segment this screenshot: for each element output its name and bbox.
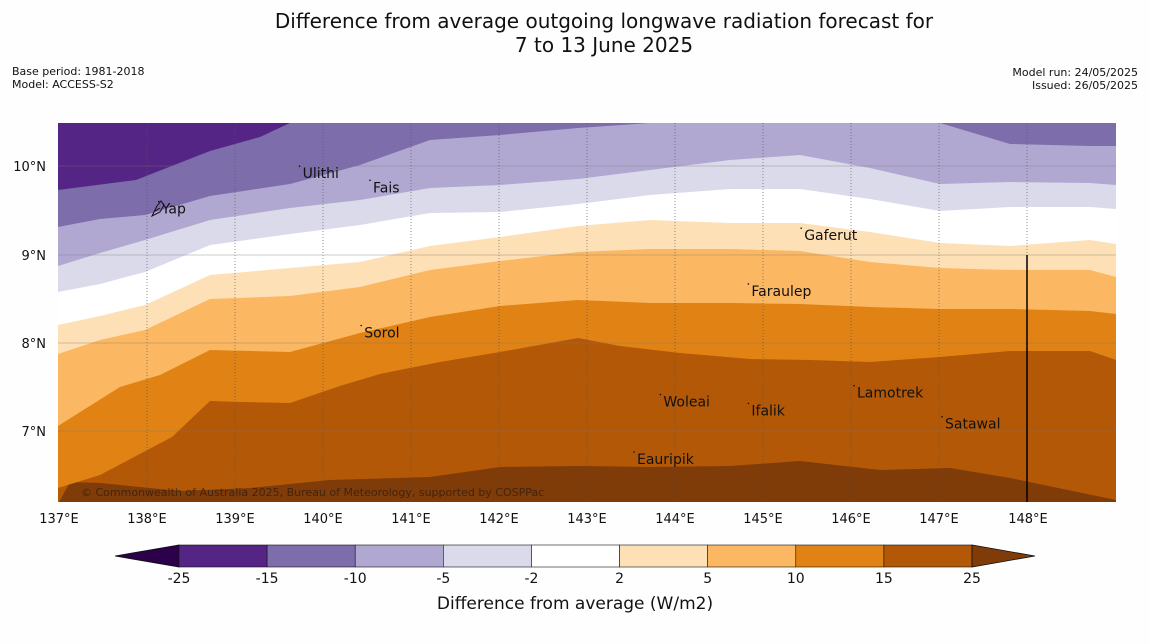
lon-tick-label: 145°E	[743, 512, 783, 527]
place-label-faraulep: Faraulep	[751, 284, 811, 300]
lat-tick-label: 7°N	[22, 425, 47, 440]
colorbar-segment	[619, 544, 708, 568]
colorbar-segment	[266, 544, 356, 568]
lon-tick-label: 140°E	[303, 512, 343, 527]
yap-island-outline	[150, 200, 165, 218]
place-marker	[369, 179, 371, 182]
place-label-fais: Fais	[373, 180, 400, 196]
place-label-eauripik: Eauripik	[637, 452, 695, 468]
lat-tick-label: 8°N	[22, 337, 47, 352]
place-marker	[747, 402, 750, 405]
lon-tick-label: 144°E	[655, 512, 695, 527]
lon-tick-label: 148°E	[1008, 512, 1048, 527]
place-label-woleai: Woleai	[663, 395, 710, 411]
lon-tick-label: 138°E	[127, 512, 167, 527]
lon-tick-label: 143°E	[567, 512, 607, 527]
colorbar-segment	[354, 544, 444, 568]
contour-field	[58, 123, 1116, 502]
place-marker	[158, 200, 160, 203]
issued-date: Issued: 26/05/2025	[1031, 79, 1138, 92]
place-label-yap: Yap	[161, 202, 186, 218]
lat-tick-label: 9°N	[22, 249, 47, 264]
place-label-gaferut: Gaferut	[804, 228, 858, 244]
place-label-ulithi: Ulithi	[303, 166, 339, 182]
place-marker	[298, 165, 301, 167]
colorbar-segment	[178, 544, 268, 568]
colorbar-tick-label: -15	[256, 571, 279, 587]
place-label-lamotrek: Lamotrek	[857, 386, 924, 402]
colorbar-tick-label: 10	[787, 571, 805, 587]
colorbar	[114, 544, 1036, 568]
map-title: Difference from average outgoing longwav…	[0, 9, 1150, 57]
colorbar-tick-label: -2	[524, 571, 538, 587]
place-marker	[941, 415, 943, 418]
copyright-text: © Commonwealth of Australia 2025, Bureau…	[81, 486, 544, 499]
place-marker	[853, 384, 855, 387]
colorbar-tick-label: -10	[344, 571, 367, 587]
latitude-tick-labels: 10°N 9°N 8°N 7°N	[13, 160, 46, 440]
band-neg25-neg15	[58, 123, 290, 190]
colorbar-extend-high	[971, 544, 1036, 568]
title-line-1: Difference from average outgoing longwav…	[274, 9, 934, 33]
band-neg15-neg10	[58, 123, 1116, 227]
lon-tick-label: 137°E	[39, 512, 79, 527]
place-labels: Ulithi Fais Yap Gaferut Faraulep Sorol Lamotre…	[158, 165, 1000, 468]
colorbar-segment	[883, 544, 973, 568]
lon-tick-label: 139°E	[215, 512, 255, 527]
base-info: Base period: 1981-2018 Model: ACCESS-S2	[12, 65, 144, 91]
colorbar-tick-label: 5	[703, 571, 712, 587]
colorbar-segment	[531, 544, 620, 568]
colorbar-tick-label: 25	[963, 571, 981, 587]
place-marker	[360, 324, 363, 327]
place-marker	[659, 393, 662, 396]
colorbar-extend-low	[114, 544, 180, 568]
place-marker	[633, 451, 635, 453]
colorbar-segment	[707, 544, 797, 568]
latitude-lines	[58, 165, 1116, 432]
colorbar-tick-label: -5	[436, 571, 450, 587]
lon-tick-label: 141°E	[391, 512, 431, 527]
model-name: Model: ACCESS-S2	[12, 78, 114, 91]
place-label-satawal: Satawal	[945, 417, 1000, 433]
lon-tick-label: 147°E	[919, 512, 959, 527]
lon-tick-label: 142°E	[479, 512, 519, 527]
longitude-tick-labels: 137°E 138°E 139°E 140°E 141°E 142°E 143°…	[39, 512, 1048, 527]
place-marker	[747, 283, 750, 285]
place-label-sorol: Sorol	[364, 325, 399, 341]
colorbar-tick-labels: -25 -15 -10 -5 -2 2 5 10 15 25	[168, 571, 981, 587]
place-marker	[800, 227, 802, 229]
title-line-2: 7 to 13 June 2025	[514, 33, 694, 57]
lon-tick-label: 146°E	[831, 512, 871, 527]
graticule	[146, 123, 1028, 502]
colorbar-segment	[795, 544, 885, 568]
colorbar-tick-label: 2	[615, 571, 624, 587]
base-period: Base period: 1981-2018	[12, 65, 145, 78]
run-info: Model run: 24/05/2025 Issued: 26/05/2025	[1012, 66, 1138, 92]
colorbar-tick-label: 15	[875, 571, 893, 587]
model-run: Model run: 24/05/2025	[1012, 66, 1138, 79]
colorbar-label: Difference from average (W/m2)	[436, 594, 714, 614]
place-label-ifalik: Ifalik	[751, 403, 785, 419]
colorbar-tick-label: -25	[168, 571, 191, 587]
lat-tick-label: 10°N	[13, 160, 46, 175]
colorbar-segment	[443, 544, 532, 568]
